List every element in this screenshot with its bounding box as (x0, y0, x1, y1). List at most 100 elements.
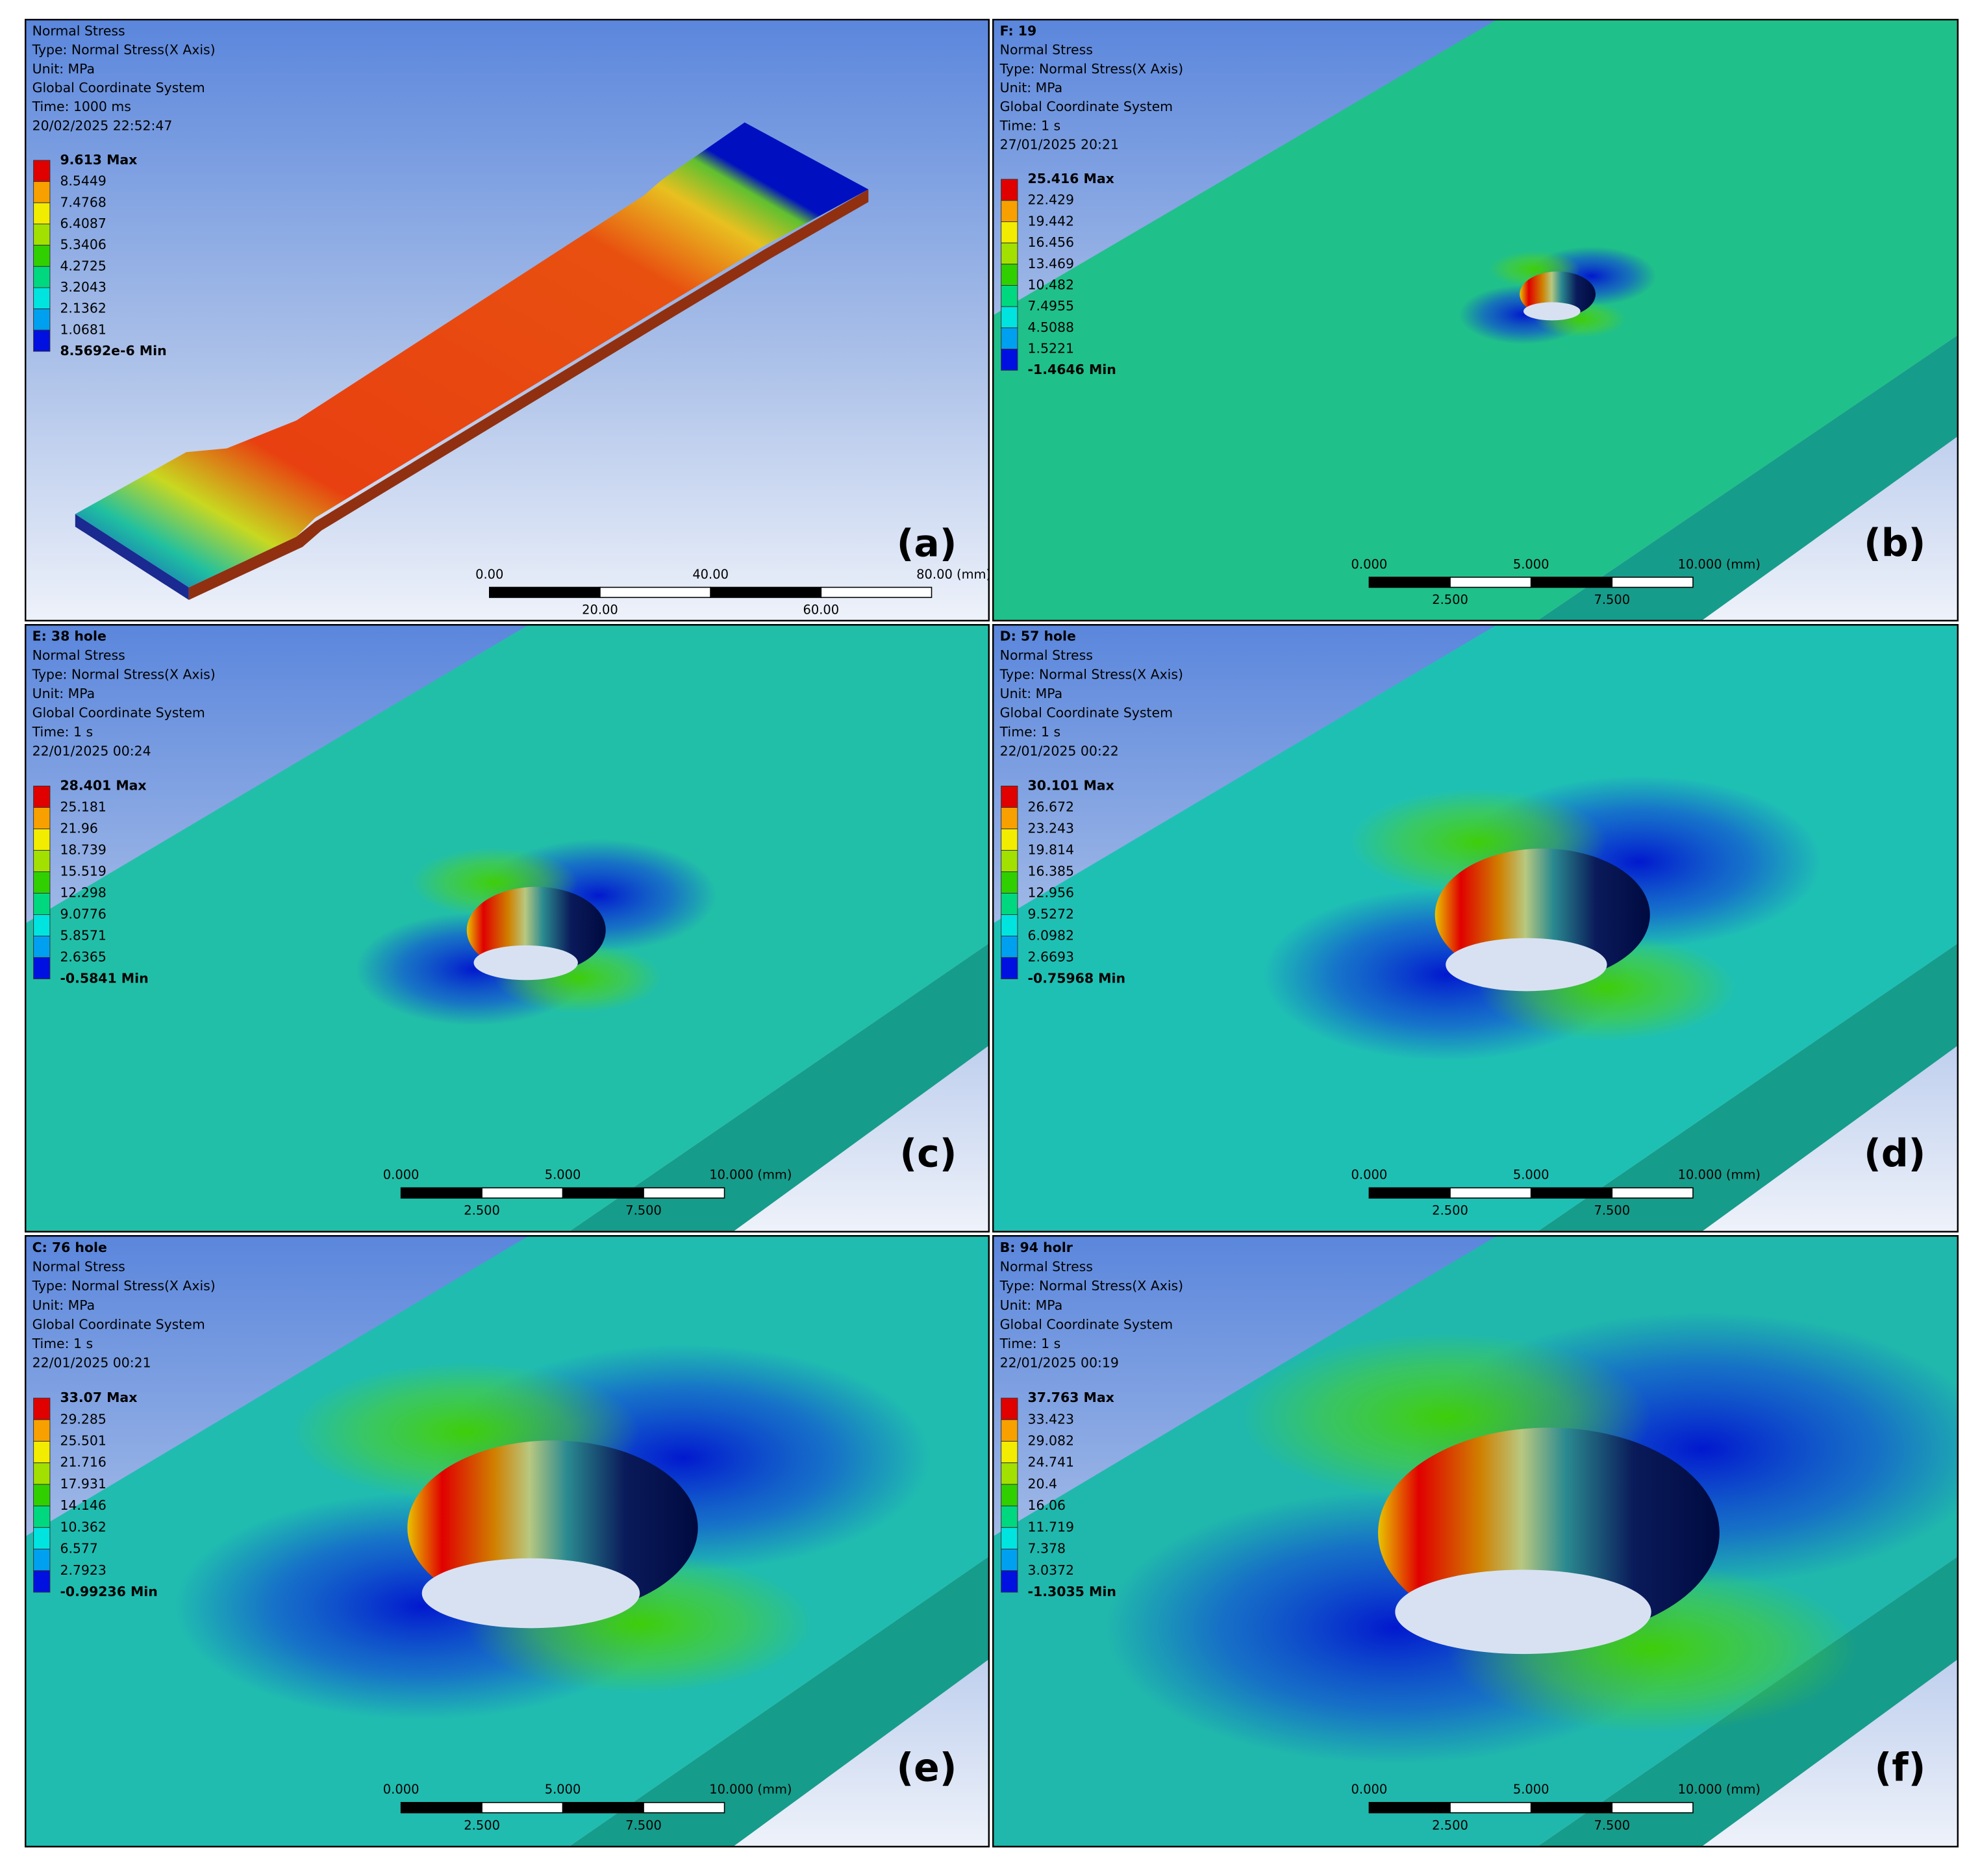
legend-swatch (33, 1549, 51, 1571)
hole-opening (421, 1558, 640, 1629)
result-info: Unit: MPa (32, 686, 95, 701)
result-info: Unit: MPa (1000, 1297, 1063, 1313)
legend-label: 2.1362 (60, 301, 106, 316)
scale-bar-segment (1530, 1802, 1613, 1814)
result-info: 22/01/2025 00:19 (1000, 1355, 1119, 1371)
scale-label: 10.000 (mm) (1678, 1167, 1761, 1182)
legend-swatch (1001, 242, 1018, 265)
legend-swatch (33, 202, 51, 225)
result-info: Time: 1 s (999, 724, 1060, 740)
scale-bar-segment (1449, 1802, 1532, 1814)
scale-bar-segment (1530, 1187, 1613, 1199)
scale-label: 2.500 (464, 1818, 500, 1832)
scale-label: 10.000 (mm) (1678, 1782, 1761, 1797)
scale-label: 2.500 (1432, 1818, 1468, 1832)
legend-swatch (1001, 1549, 1018, 1571)
result-info: Normal Stress (32, 23, 125, 38)
result-title: D: 57 hole (1000, 629, 1076, 644)
legend-swatch (1001, 200, 1018, 222)
legend-swatch (1001, 935, 1018, 958)
result-info: Time: 1 s (999, 118, 1061, 133)
scale-label: 10.000 (mm) (1678, 557, 1761, 571)
result-info: Time: 1 s (32, 1336, 93, 1351)
result-title: B: 94 holr (1000, 1240, 1073, 1255)
legend-label: 2.6693 (1028, 949, 1074, 964)
plate-side (1536, 943, 1959, 1232)
scale-bar-segment (562, 1187, 644, 1199)
scale-label: 7.500 (1594, 1818, 1630, 1832)
legend-label: 19.814 (1028, 842, 1074, 857)
panel-border (25, 1235, 990, 1847)
legend-swatch (1001, 349, 1018, 371)
legend-label: -1.3035 Min (1028, 1584, 1116, 1599)
result-info: Normal Stress (32, 1258, 125, 1274)
legend-swatch (33, 287, 51, 310)
scale-label: 20.00 (582, 602, 618, 617)
result-info: Time: 1 s (999, 1336, 1061, 1351)
result-info: Global Coordinate System (32, 705, 205, 720)
scale-label: 0.000 (383, 1167, 420, 1182)
result-info: Type: Normal Stress(X Axis) (999, 1278, 1183, 1294)
scale-label: 0.000 (1351, 557, 1388, 571)
result-info: Normal Stress (1000, 647, 1093, 663)
legend-swatch (33, 1419, 51, 1442)
scale-bar-segment (643, 1802, 725, 1814)
legend-swatch (1001, 1505, 1018, 1528)
panel-border (992, 624, 1959, 1232)
panel-label: (c) (900, 1131, 957, 1175)
legend-swatch (1001, 828, 1018, 851)
scale-label: 2.500 (464, 1203, 500, 1218)
legend-swatch (1001, 849, 1018, 872)
legend-swatch (1001, 785, 1018, 808)
legend-swatch (1001, 179, 1018, 201)
legend-swatch (33, 849, 51, 872)
legend-label: 6.0982 (1028, 927, 1074, 943)
scale-bar-segment (599, 586, 711, 598)
legend-swatch (33, 935, 51, 958)
legend-label: 12.298 (60, 884, 106, 900)
legend-swatch (33, 329, 51, 352)
panel-label: (e) (897, 1745, 957, 1790)
scale-bar-segment (643, 1187, 725, 1199)
legend-swatch (1001, 1419, 1018, 1442)
scale-label: 5.000 (1513, 1782, 1549, 1797)
legend-swatch (33, 807, 51, 829)
scale-bar-segment (1611, 1802, 1694, 1814)
legend-swatch (33, 828, 51, 851)
legend-swatch (1001, 221, 1018, 244)
result-title: C: 76 hole (32, 1240, 107, 1255)
legend-label: 20.4 (1028, 1476, 1058, 1492)
result-info: Type: Normal Stress(X Axis) (32, 42, 216, 58)
scale-bar-segment (1449, 577, 1532, 588)
hole-opening (1523, 302, 1581, 321)
legend-label: 21.716 (60, 1455, 106, 1470)
scale-bar-segment (1368, 577, 1451, 588)
legend-swatch (1001, 871, 1018, 894)
legend-swatch (1001, 264, 1018, 286)
scale-bar-segment (1368, 1802, 1451, 1814)
result-title: F: 19 (1000, 23, 1037, 38)
result-info: 27/01/2025 20:21 (1000, 137, 1119, 153)
legend-label: 10.482 (1028, 277, 1075, 293)
result-info: Normal Stress (32, 647, 125, 663)
legend-label: 29.285 (60, 1411, 106, 1427)
panel: Normal Stress Type: Normal Stress(X Axis)… (25, 19, 991, 621)
legend-swatch (33, 957, 51, 979)
scale-bar-segment (1530, 577, 1613, 588)
legend-label: 17.931 (60, 1476, 106, 1492)
legend-label: -0.99236 Min (60, 1584, 157, 1599)
panel-label: (a) (897, 521, 957, 565)
legend-swatch (33, 1484, 51, 1507)
legend-label: 9.5272 (1028, 906, 1074, 921)
scale-label: 80.00 (mm) (916, 567, 991, 582)
legend-swatch (33, 1527, 51, 1550)
result-info: Global Coordinate System (1000, 99, 1173, 114)
scale-label: 40.00 (692, 567, 729, 582)
legend-label: 21.96 (60, 820, 97, 836)
legend-label: 18.739 (60, 842, 106, 857)
legend-label: 8.5449 (60, 173, 106, 189)
legend-label: 6.577 (60, 1540, 97, 1556)
hole-opening (473, 945, 578, 981)
hole-opening (1446, 938, 1607, 992)
